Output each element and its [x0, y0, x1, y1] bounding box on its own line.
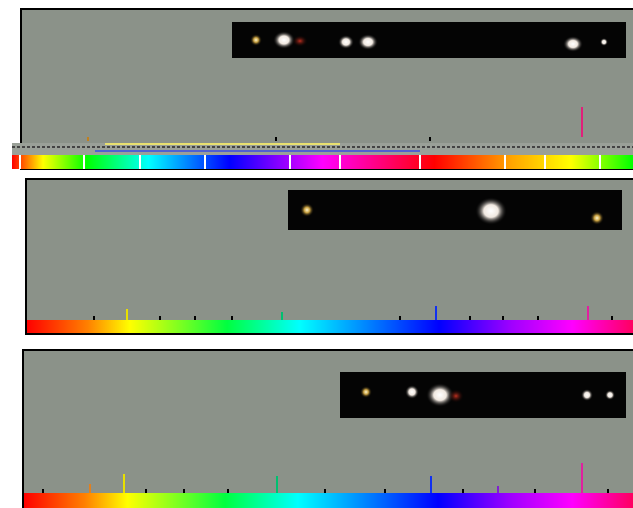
spot [360, 386, 372, 398]
rainbow-bar [27, 320, 633, 333]
spot [475, 197, 507, 225]
spot [405, 385, 419, 399]
spot [600, 38, 608, 46]
spot [358, 34, 378, 50]
image-strip [288, 190, 622, 230]
spectra-screenshot [0, 0, 633, 508]
spot [605, 390, 615, 400]
rainbow-bar [12, 155, 633, 169]
spot [590, 211, 604, 225]
rainbow-bar [24, 493, 633, 508]
panel-1 [12, 9, 633, 169]
spot [300, 203, 314, 217]
spot [292, 35, 308, 47]
spot [273, 31, 295, 49]
spot [563, 36, 583, 52]
spot [338, 35, 354, 49]
panel-2 [26, 179, 633, 334]
spot [581, 389, 593, 401]
panel-3 [23, 350, 633, 508]
page: {} [0, 0, 633, 508]
spot [250, 34, 262, 46]
spot [448, 389, 464, 403]
